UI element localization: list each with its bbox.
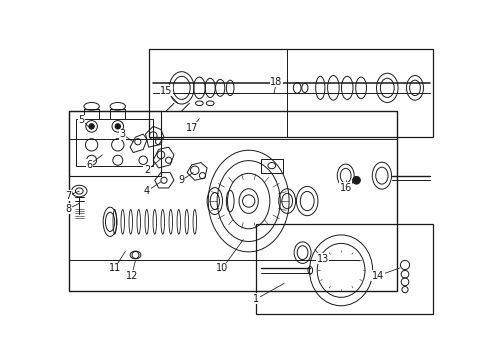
Text: 3: 3: [119, 129, 125, 139]
Text: 12: 12: [125, 271, 138, 281]
Text: 6: 6: [86, 160, 92, 170]
Circle shape: [115, 124, 120, 129]
Text: 18: 18: [270, 77, 282, 87]
Circle shape: [89, 124, 94, 129]
Text: 15: 15: [160, 86, 172, 96]
Text: 8: 8: [65, 204, 71, 214]
Bar: [261, 159, 282, 172]
Circle shape: [352, 176, 360, 184]
Text: 17: 17: [185, 123, 198, 133]
Text: 14: 14: [371, 271, 384, 281]
Text: 16: 16: [339, 183, 351, 193]
Text: 2: 2: [143, 165, 150, 175]
Text: 1: 1: [253, 294, 259, 304]
Text: 7: 7: [65, 191, 71, 201]
Text: 11: 11: [108, 263, 121, 273]
Text: 13: 13: [316, 254, 328, 264]
Text: 9: 9: [178, 175, 184, 185]
Text: 5: 5: [78, 115, 84, 125]
Text: 4: 4: [143, 186, 150, 196]
Text: 10: 10: [216, 263, 228, 273]
